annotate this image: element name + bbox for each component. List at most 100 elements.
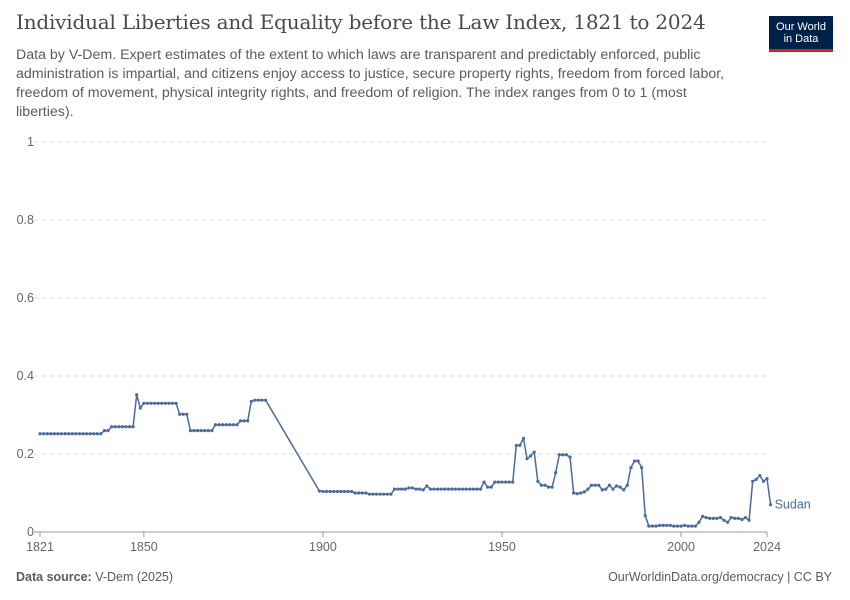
data-point xyxy=(407,486,411,490)
data-point xyxy=(679,524,683,528)
data-point xyxy=(647,524,651,528)
data-point xyxy=(195,429,200,433)
logo-line-2: in Data xyxy=(783,32,819,45)
footer-link[interactable]: OurWorldinData.org/democracy | CC BY xyxy=(608,570,832,584)
data-point xyxy=(167,401,171,405)
data-point xyxy=(120,425,124,429)
data-point xyxy=(70,432,74,436)
data-point xyxy=(421,488,425,492)
data-point xyxy=(715,516,719,520)
data-point xyxy=(88,432,92,436)
data-point xyxy=(231,423,235,427)
data-point xyxy=(59,432,64,436)
data-point xyxy=(396,487,400,491)
data-source-label: Data source: xyxy=(16,570,92,584)
data-point xyxy=(665,523,669,527)
data-point xyxy=(213,423,218,427)
data-point xyxy=(478,487,483,491)
data-point xyxy=(751,479,755,483)
data-point xyxy=(675,524,680,528)
data-point xyxy=(700,514,705,519)
data-point xyxy=(45,432,49,436)
data-point xyxy=(657,523,662,527)
data-point xyxy=(99,432,103,436)
data-point xyxy=(697,520,701,524)
data-point xyxy=(174,401,178,405)
logo-line-1: Our World xyxy=(776,20,826,33)
data-point xyxy=(496,480,500,484)
data-point xyxy=(683,523,687,527)
data-point xyxy=(747,518,751,522)
data-point xyxy=(185,412,189,416)
owid-democracy-link[interactable]: OurWorldinData.org/democracy | CC BY xyxy=(608,570,832,584)
data-point xyxy=(743,515,748,520)
owid-logo[interactable]: Our World in Data xyxy=(769,16,833,52)
x-axis: 1821 1850 1900 1950 2000 2024 xyxy=(26,532,781,554)
x-tick-label: 1821 xyxy=(26,540,54,554)
data-point xyxy=(246,419,250,423)
data-point xyxy=(49,432,53,436)
data-point xyxy=(102,429,107,433)
data-point xyxy=(511,480,515,484)
series-label: Sudan xyxy=(775,498,811,512)
y-tick-label: 1 xyxy=(27,135,34,149)
data-point xyxy=(468,487,472,491)
data-point xyxy=(690,524,694,528)
data-point xyxy=(761,479,766,483)
data-point xyxy=(693,524,697,528)
data-point xyxy=(181,412,185,416)
data-point xyxy=(335,489,339,494)
data-point xyxy=(614,484,619,488)
data-source: Data source: V-Dem (2025) xyxy=(16,570,173,584)
data-point xyxy=(625,483,629,487)
data-point xyxy=(127,425,132,429)
data-point xyxy=(163,401,167,405)
data-point xyxy=(242,419,246,423)
data-point xyxy=(321,489,325,494)
data-point xyxy=(539,483,543,487)
chart-subtitle: Data by V-Dem. Expert estimates of the e… xyxy=(16,47,725,120)
data-point xyxy=(113,425,117,429)
data-point xyxy=(346,489,350,494)
data-point xyxy=(435,487,440,491)
data-point xyxy=(188,429,193,433)
data-point xyxy=(503,480,508,484)
data-point xyxy=(156,401,160,405)
data-point xyxy=(726,520,730,524)
data-point xyxy=(153,401,157,405)
data-point xyxy=(518,443,522,448)
x-tick-label: 2024 xyxy=(753,540,781,554)
data-point xyxy=(550,485,554,489)
x-tick-label: 1900 xyxy=(309,540,337,554)
data-point xyxy=(41,432,46,436)
data-point xyxy=(733,516,737,520)
data-point xyxy=(686,524,690,528)
data-point xyxy=(768,503,773,507)
data-point xyxy=(597,483,601,487)
y-tick-label: 0.6 xyxy=(17,291,34,305)
data-point xyxy=(586,487,590,491)
data-point xyxy=(618,485,622,489)
data-point xyxy=(589,483,594,487)
data-point xyxy=(375,492,379,496)
data-point xyxy=(439,487,443,491)
data-point xyxy=(199,429,203,433)
data-point xyxy=(110,425,114,429)
data-point xyxy=(636,459,640,463)
data-point xyxy=(554,471,558,475)
data-point xyxy=(364,491,368,495)
data-point xyxy=(203,429,207,433)
data-point xyxy=(392,487,397,491)
data-point xyxy=(593,483,597,487)
data-point xyxy=(400,487,404,491)
data-point xyxy=(525,457,529,461)
data-point xyxy=(221,423,225,427)
data-point xyxy=(170,401,175,405)
data-point xyxy=(339,489,343,494)
data-point xyxy=(403,487,407,491)
data-point xyxy=(765,476,769,481)
data-point xyxy=(564,453,569,457)
y-tick-label: 0.8 xyxy=(17,213,34,227)
data-point xyxy=(643,514,647,518)
